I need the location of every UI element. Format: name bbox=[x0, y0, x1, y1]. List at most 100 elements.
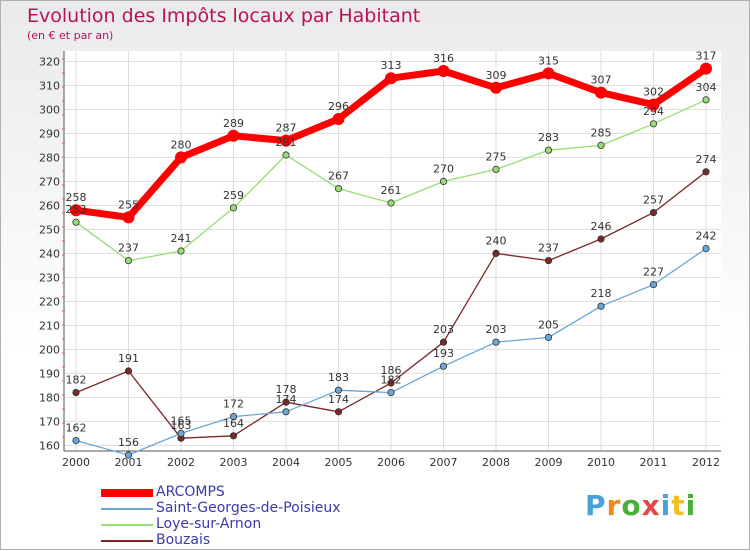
x-tick-label: 2012 bbox=[692, 456, 720, 469]
data-label: 289 bbox=[223, 117, 244, 130]
data-point bbox=[649, 280, 658, 289]
y-tick-label: 260 bbox=[39, 199, 60, 212]
data-point bbox=[437, 65, 450, 77]
data-point bbox=[332, 113, 345, 125]
data-point bbox=[177, 247, 185, 255]
x-tick-label: 2007 bbox=[430, 456, 458, 469]
data-label: 205 bbox=[538, 318, 559, 331]
data-point bbox=[229, 432, 238, 440]
data-label: 227 bbox=[643, 266, 664, 279]
x-tick-label: 2000 bbox=[62, 456, 90, 469]
data-point bbox=[492, 165, 500, 173]
data-point bbox=[544, 256, 553, 265]
legend-label: Bouzais bbox=[156, 532, 211, 548]
data-label: 163 bbox=[171, 419, 192, 432]
data-point bbox=[492, 338, 500, 346]
data-label: 253 bbox=[66, 203, 87, 216]
data-label: 309 bbox=[486, 69, 507, 82]
data-point bbox=[702, 96, 710, 104]
data-point bbox=[282, 408, 290, 416]
y-tick-label: 180 bbox=[39, 391, 60, 404]
data-point bbox=[387, 199, 395, 207]
data-point bbox=[544, 333, 553, 341]
data-point bbox=[387, 379, 395, 387]
logo-letter: r bbox=[606, 489, 622, 522]
data-point bbox=[72, 388, 80, 397]
data-point bbox=[227, 129, 240, 142]
y-tick-label: 270 bbox=[39, 175, 60, 188]
data-label: 267 bbox=[328, 170, 349, 183]
data-label: 257 bbox=[643, 194, 664, 207]
data-label: 162 bbox=[66, 422, 87, 435]
data-point bbox=[122, 211, 135, 224]
data-point bbox=[282, 398, 290, 406]
data-label: 203 bbox=[486, 323, 507, 336]
data-label: 203 bbox=[433, 323, 454, 336]
data-label: 302 bbox=[643, 86, 664, 99]
y-tick-label: 210 bbox=[39, 319, 60, 332]
legend-swatch bbox=[101, 489, 153, 497]
data-label: 174 bbox=[276, 393, 297, 406]
data-point bbox=[597, 141, 605, 149]
y-tick-label: 200 bbox=[39, 343, 60, 356]
data-point bbox=[72, 436, 80, 445]
y-tick-label: 310 bbox=[39, 79, 60, 92]
data-point bbox=[702, 168, 710, 176]
legend-swatch bbox=[101, 524, 153, 526]
data-point bbox=[649, 209, 658, 217]
data-point bbox=[70, 204, 82, 217]
data-point bbox=[334, 386, 343, 394]
data-label: 172 bbox=[223, 398, 244, 411]
data-label: 191 bbox=[118, 352, 139, 365]
data-point bbox=[72, 218, 80, 226]
data-point bbox=[647, 98, 660, 111]
logo-letter: i bbox=[685, 489, 697, 522]
logo-letter: x bbox=[641, 489, 661, 522]
data-label: 317 bbox=[696, 50, 717, 63]
data-point bbox=[385, 72, 397, 85]
y-tick-label: 290 bbox=[39, 127, 60, 140]
x-tick-label: 2004 bbox=[272, 456, 300, 469]
data-label: 242 bbox=[696, 230, 717, 243]
legend-swatch bbox=[101, 540, 153, 542]
data-label: 285 bbox=[591, 126, 612, 139]
data-label: 183 bbox=[328, 371, 349, 384]
data-label: 182 bbox=[381, 374, 402, 387]
data-label: 296 bbox=[328, 100, 349, 113]
data-label: 316 bbox=[433, 52, 454, 65]
x-tick-label: 2006 bbox=[377, 456, 405, 469]
data-point bbox=[439, 338, 448, 346]
data-point bbox=[597, 235, 605, 243]
data-label: 165 bbox=[171, 414, 192, 427]
y-tick-label: 190 bbox=[39, 367, 60, 380]
data-label: 313 bbox=[381, 59, 402, 72]
x-tick-label: 2010 bbox=[587, 456, 615, 469]
data-point bbox=[649, 120, 658, 128]
data-label: 186 bbox=[381, 364, 402, 377]
x-tick-label: 2001 bbox=[115, 456, 143, 469]
chart-title: Evolution des Impôts locaux par Habitant bbox=[27, 5, 421, 27]
x-tick-label: 2008 bbox=[482, 456, 510, 469]
data-label: 294 bbox=[643, 105, 664, 118]
data-label: 241 bbox=[171, 232, 192, 245]
data-label: 315 bbox=[538, 54, 559, 67]
legend-label: Loye-sur-Arnon bbox=[156, 516, 262, 532]
data-point bbox=[542, 67, 555, 80]
x-tick-label: 2003 bbox=[220, 456, 248, 469]
data-label: 307 bbox=[591, 74, 612, 87]
logo-letter: o bbox=[621, 489, 642, 522]
data-point bbox=[124, 451, 133, 459]
data-point bbox=[700, 62, 712, 75]
x-tick-label: 2011 bbox=[640, 456, 668, 469]
data-point bbox=[334, 408, 343, 416]
data-point bbox=[490, 81, 502, 94]
data-label: 178 bbox=[276, 383, 297, 396]
y-tick-label: 220 bbox=[39, 295, 60, 308]
y-tick-label: 230 bbox=[39, 271, 60, 284]
data-point bbox=[387, 388, 395, 397]
data-label: 193 bbox=[433, 347, 454, 360]
data-label: 156 bbox=[118, 436, 139, 449]
data-point bbox=[492, 249, 500, 257]
x-tick-label: 2005 bbox=[325, 456, 353, 469]
data-point bbox=[280, 134, 292, 147]
